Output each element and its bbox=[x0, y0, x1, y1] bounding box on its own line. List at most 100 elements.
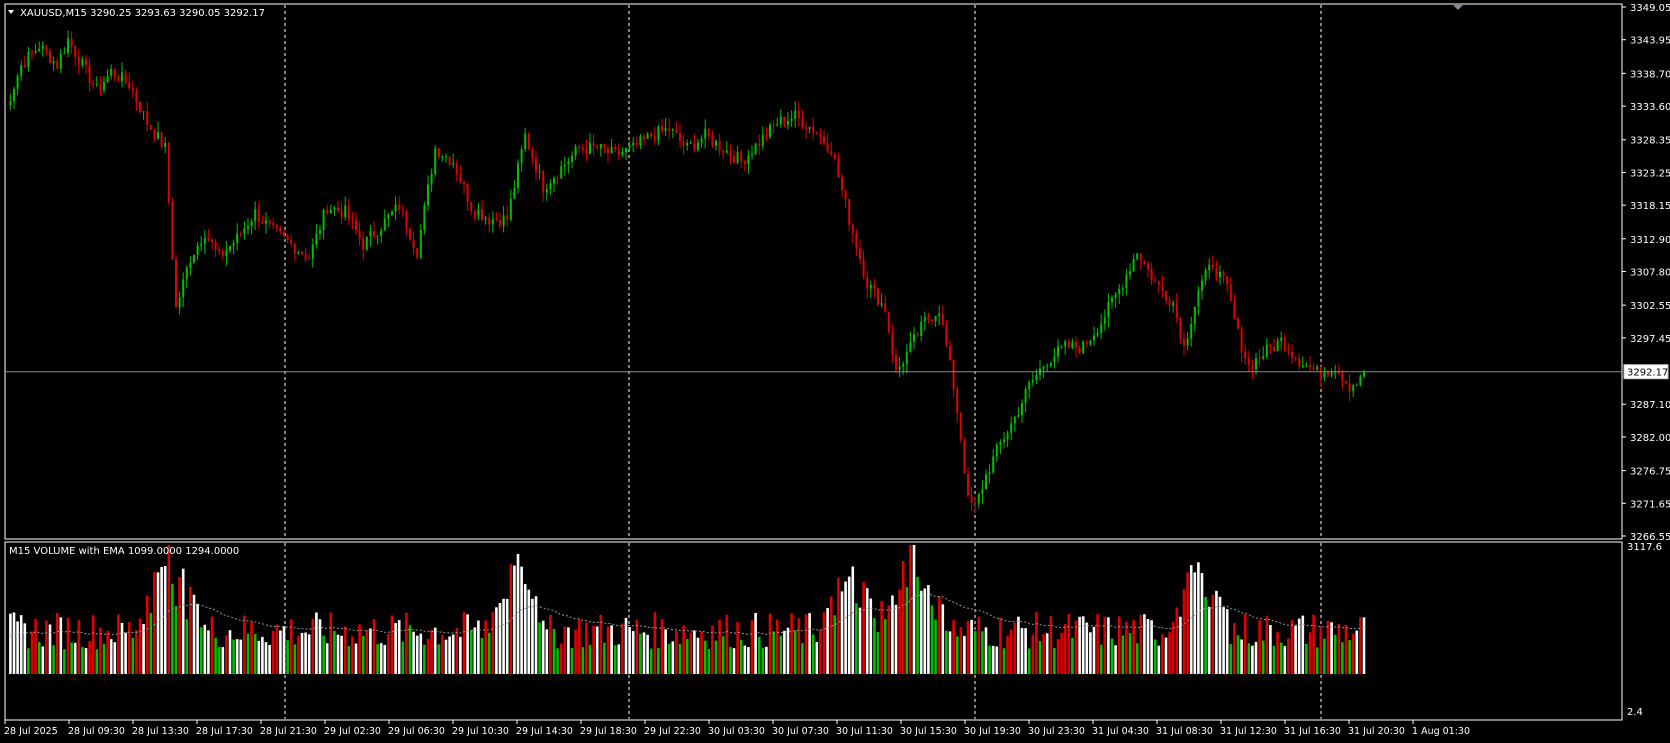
volume-bar bbox=[516, 554, 520, 674]
candle-body bbox=[1013, 416, 1016, 424]
volume-bar bbox=[815, 642, 819, 674]
candle-body bbox=[779, 116, 782, 125]
volume-bar bbox=[491, 612, 495, 674]
candle-body bbox=[1237, 318, 1239, 329]
candle-body bbox=[1255, 358, 1257, 370]
volume-bar bbox=[822, 612, 826, 674]
candle-body bbox=[563, 164, 566, 167]
candle-body bbox=[1107, 301, 1110, 318]
volume-bar bbox=[973, 631, 977, 674]
candle-body bbox=[977, 493, 980, 504]
candle-body bbox=[862, 258, 865, 277]
volume-bar bbox=[358, 624, 361, 674]
candle-body bbox=[934, 315, 937, 321]
candle-body bbox=[679, 132, 681, 141]
volume-bar bbox=[466, 614, 469, 674]
volume-bar bbox=[376, 644, 379, 674]
candle-body bbox=[700, 138, 703, 143]
candle-body bbox=[1363, 371, 1365, 377]
volume-bar bbox=[984, 627, 988, 674]
candle-body bbox=[214, 242, 217, 249]
volume-bar bbox=[909, 545, 912, 674]
candle-body bbox=[682, 140, 685, 146]
candle-body bbox=[1049, 362, 1052, 366]
volume-bar bbox=[430, 629, 433, 674]
volume-panel[interactable]: M15 VOLUME with EMA 1099.0000 1294.0000 … bbox=[4, 541, 1662, 721]
volume-bar bbox=[599, 614, 603, 674]
candle-body bbox=[981, 489, 984, 494]
candle-body bbox=[1175, 302, 1178, 318]
time-axis: 28 Jul 2025 28 Jul 09:30 28 Jul 13:30 28 Ju… bbox=[4, 720, 1470, 737]
candle-body bbox=[790, 118, 793, 122]
candle-body bbox=[635, 142, 638, 146]
candle-body bbox=[182, 279, 185, 298]
volume-bar bbox=[189, 586, 192, 674]
volume-bar bbox=[113, 642, 117, 674]
volume-bar bbox=[127, 622, 131, 674]
candle-body bbox=[805, 127, 807, 129]
volume-bar bbox=[73, 642, 77, 674]
volume-bar bbox=[156, 572, 160, 674]
candle-body bbox=[535, 158, 537, 173]
volume-bar bbox=[419, 633, 423, 674]
volume-bar bbox=[1024, 628, 1027, 674]
candle-body bbox=[938, 313, 941, 316]
candle-body bbox=[391, 211, 393, 215]
volume-bar bbox=[300, 632, 304, 674]
candle-body bbox=[1057, 346, 1059, 357]
candle-body bbox=[524, 133, 527, 150]
candle-body bbox=[409, 228, 411, 240]
candle-body bbox=[373, 231, 375, 237]
price-panel[interactable]: 3349.05 3343.95 3338.70 3333.60 3328.35 3323.… bbox=[4, 3, 1670, 543]
volume-bar bbox=[714, 640, 718, 674]
volume-bar bbox=[1204, 596, 1207, 674]
candle-body bbox=[229, 245, 231, 251]
volume-bar bbox=[232, 639, 235, 674]
candle-body bbox=[355, 220, 357, 231]
candle-body bbox=[1337, 371, 1340, 374]
candle-body bbox=[272, 222, 275, 226]
candle-body bbox=[999, 441, 1002, 445]
volume-bar bbox=[541, 620, 545, 674]
volume-bar bbox=[55, 613, 59, 674]
candle-body bbox=[905, 351, 908, 364]
candle-body bbox=[463, 182, 465, 185]
time-tick-label: 31 Jul 20:30 bbox=[1348, 726, 1405, 737]
candle-body bbox=[988, 472, 991, 475]
volume-bar bbox=[883, 619, 887, 674]
candle-body bbox=[502, 215, 505, 226]
candle-body bbox=[128, 82, 131, 89]
volume-bar bbox=[1085, 622, 1089, 674]
volume-bar bbox=[1200, 573, 1204, 674]
candle-body bbox=[1262, 356, 1265, 359]
candle-body bbox=[1309, 365, 1311, 368]
volume-bar bbox=[1269, 625, 1272, 674]
candle-body bbox=[311, 244, 314, 259]
volume-bar bbox=[941, 604, 945, 674]
candle-body bbox=[427, 184, 429, 206]
volume-bar bbox=[1013, 622, 1017, 674]
candle-body bbox=[31, 51, 33, 53]
volume-ema-line bbox=[10, 593, 1365, 637]
volume-bar bbox=[1341, 642, 1344, 674]
candle-body bbox=[956, 388, 959, 414]
volume-bar bbox=[495, 607, 498, 674]
volume-bar bbox=[1351, 633, 1355, 674]
volume-bar bbox=[754, 613, 757, 674]
volume-bar bbox=[761, 647, 765, 674]
candle-body bbox=[747, 155, 750, 164]
candle-body bbox=[1147, 263, 1149, 270]
candle-body bbox=[466, 184, 469, 203]
symbol-dropdown-icon[interactable] bbox=[8, 10, 14, 14]
volume-bar bbox=[581, 647, 585, 674]
candle-body bbox=[92, 83, 95, 86]
volume-bar bbox=[135, 630, 138, 674]
shift-triangle-icon[interactable] bbox=[1453, 5, 1463, 10]
volume-bar bbox=[102, 643, 106, 674]
volume-bar bbox=[1081, 616, 1085, 674]
candle-body bbox=[1258, 358, 1261, 360]
volume-bar bbox=[912, 545, 916, 674]
volume-bar bbox=[185, 619, 189, 674]
volume-bar bbox=[1132, 620, 1135, 674]
price-grid bbox=[284, 5, 1322, 538]
